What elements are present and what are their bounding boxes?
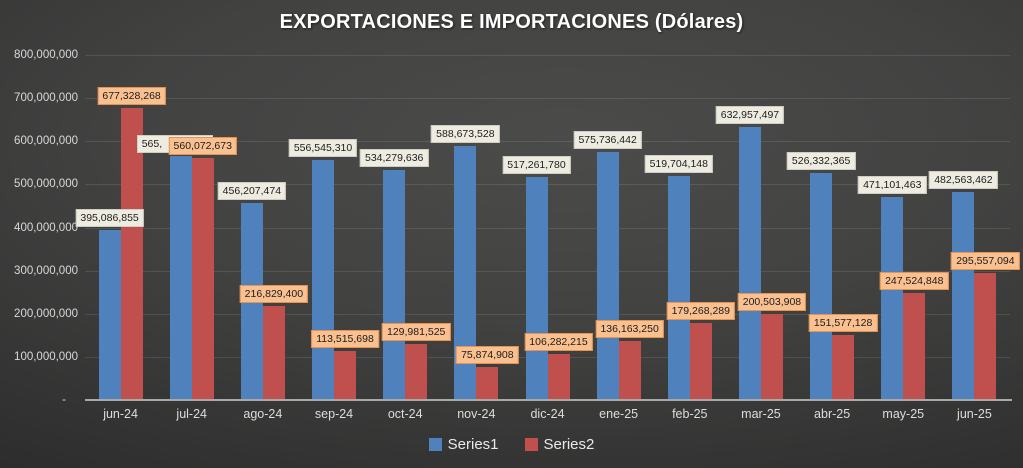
data-label-series1-jun-24: 395,086,855 <box>75 208 144 227</box>
y-tick-label: 100,000,000 <box>14 350 78 363</box>
bar-series2-oct-24[interactable] <box>405 343 428 400</box>
y-tick-label: 500,000,000 <box>14 178 78 191</box>
bar-series2-abr-25[interactable] <box>832 334 855 400</box>
bar-series2-dic-24[interactable] <box>547 354 570 400</box>
x-tick-label-nov-24: nov-24 <box>457 407 496 421</box>
x-axis-line <box>85 399 1012 401</box>
bar-series2-feb-25[interactable] <box>689 322 712 400</box>
y-tick-label: - <box>62 394 66 406</box>
bar-series1-dic-24[interactable] <box>525 176 548 400</box>
gridline <box>85 270 1010 272</box>
data-label-series2-jul-24: 560,072,673 <box>168 137 237 156</box>
data-label-series2-dic-24: 106,282,215 <box>524 333 593 352</box>
series1-swatch-icon <box>428 438 442 451</box>
x-tick-label-feb-25: feb-25 <box>672 407 708 421</box>
x-tick-label-jul-24: jul-24 <box>176 407 208 421</box>
legend: Series1 Series2 <box>0 436 1023 453</box>
data-label-series1-ago-24: 456,207,474 <box>217 182 287 201</box>
data-label-series2-feb-25: 179,268,289 <box>666 301 735 320</box>
bar-series1-sep-24[interactable] <box>312 159 335 400</box>
bar-series2-ago-24[interactable] <box>262 306 285 400</box>
bar-series2-sep-24[interactable] <box>334 351 357 400</box>
bar-series2-mar-25[interactable] <box>760 313 783 400</box>
data-label-series2-sep-24: 113,515,698 <box>311 330 379 349</box>
x-tick-label-sep-24: sep-24 <box>314 407 354 421</box>
bar-series2-jun-25[interactable] <box>974 272 997 400</box>
bar-series1-mar-25[interactable] <box>738 127 761 400</box>
bar-series2-nov-24[interactable] <box>476 367 499 400</box>
legend-label-series2: Series2 <box>543 436 595 453</box>
legend-item-series2[interactable]: Series2 <box>524 436 595 453</box>
bar-series2-jun-24[interactable] <box>120 107 143 400</box>
gridline <box>85 98 1010 100</box>
y-tick-label: 400,000,000 <box>14 221 78 234</box>
data-label-series1-feb-25: 519,704,148 <box>644 154 713 173</box>
bar-series1-may-25[interactable] <box>881 196 904 400</box>
data-label-series1-mar-25: 632,957,497 <box>715 106 785 125</box>
y-tick-label: 800,000,000 <box>14 49 78 61</box>
x-tick-label-may-25: may-25 <box>882 407 925 421</box>
data-label-series2-oct-24: 129,981,525 <box>381 322 451 341</box>
x-tick-label-ago-24: ago-24 <box>243 407 283 421</box>
y-tick-label: 700,000,000 <box>14 92 78 105</box>
chart-title: EXPORTACIONES E IMPORTACIONES (Dólares) <box>279 11 744 33</box>
gridline <box>85 313 1010 315</box>
data-label-series2-nov-24: 75,874,908 <box>456 346 519 365</box>
data-label-series2-jun-24: 677,328,268 <box>97 86 166 105</box>
data-label-series1-jun-25: 482,563,462 <box>929 170 998 189</box>
bar-series1-jun-25[interactable] <box>952 191 975 400</box>
bar-series1-feb-25[interactable] <box>667 175 690 400</box>
gridline <box>85 227 1010 229</box>
data-label-series2-ago-24: 216,829,400 <box>239 285 309 304</box>
y-tick-label: 200,000,000 <box>14 307 78 320</box>
bar-series1-nov-24[interactable] <box>454 146 477 400</box>
x-tick-label-jun-25: jun-25 <box>957 407 992 421</box>
data-label-series2-abr-25: 151,577,128 <box>808 313 878 332</box>
bar-series2-may-25[interactable] <box>903 293 926 400</box>
data-label-series1-sep-24: 556,545,310 <box>288 138 358 157</box>
x-tick-label-jun-24: jun-24 <box>103 407 138 421</box>
gridline <box>85 184 1010 186</box>
data-label-series1-may-25: 471,101,463 <box>858 175 927 194</box>
bar-series2-jul-24[interactable] <box>191 158 214 400</box>
x-tick-label-ene-25: ene-25 <box>599 407 639 421</box>
gridline <box>85 141 1010 143</box>
bar-series1-abr-25[interactable] <box>810 173 833 400</box>
x-tick-label-oct-24: oct-24 <box>387 407 423 421</box>
data-label-series1-dic-24: 517,261,780 <box>502 155 571 174</box>
legend-item-series1[interactable]: Series1 <box>428 436 499 453</box>
bar-series1-jul-24[interactable] <box>169 156 192 400</box>
x-tick-label-mar-25: mar-25 <box>741 407 781 421</box>
data-label-series2-may-25: 247,524,848 <box>880 272 949 291</box>
data-label-series2-mar-25: 200,503,908 <box>737 292 807 311</box>
bar-series2-ene-25[interactable] <box>618 341 641 400</box>
x-tick-label-dic-24: dic-24 <box>530 407 565 421</box>
bar-series1-ene-25[interactable] <box>596 151 619 400</box>
bar-series1-jun-24[interactable] <box>98 229 121 400</box>
data-label-series2-ene-25: 136,163,250 <box>595 320 664 339</box>
data-label-series1-nov-24: 588,673,528 <box>431 125 500 144</box>
y-tick-label: 300,000,000 <box>14 264 78 277</box>
data-label-series2-jun-25: 295,557,094 <box>951 251 1020 270</box>
series2-swatch-icon <box>524 438 538 451</box>
gridline <box>85 55 1010 56</box>
bar-series1-oct-24[interactable] <box>383 169 406 400</box>
legend-label-series1: Series1 <box>447 436 499 453</box>
data-label-series1-oct-24: 534,279,636 <box>359 148 429 167</box>
data-label-series1-abr-25: 526,332,365 <box>786 152 856 171</box>
x-tick-label-abr-25: abr-25 <box>814 407 851 421</box>
data-label-series1-ene-25: 575,736,442 <box>573 130 642 149</box>
y-tick-label: 600,000,000 <box>14 135 78 148</box>
